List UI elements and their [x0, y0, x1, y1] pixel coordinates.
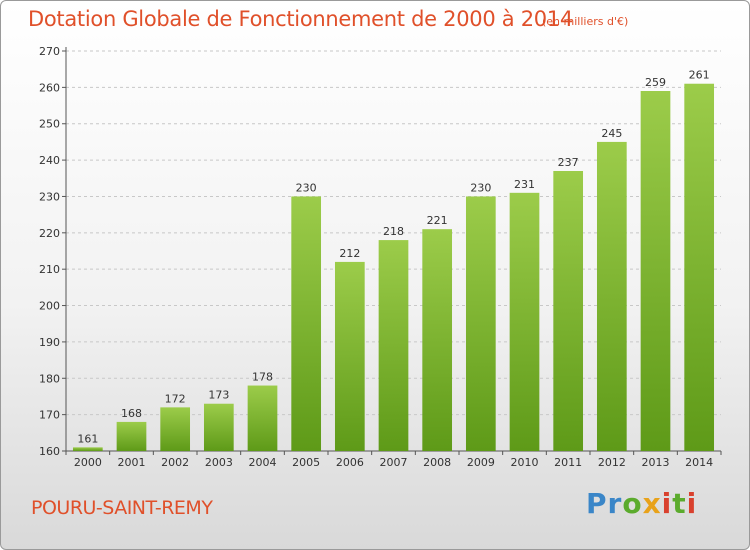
value-label-2007: 218 [383, 225, 404, 238]
value-label-2011: 237 [558, 156, 579, 169]
x-tick-label-2001: 2001 [118, 456, 146, 469]
bar-2003 [203, 403, 234, 451]
y-tick-label: 170 [39, 409, 60, 422]
value-label-2008: 221 [427, 214, 448, 227]
value-label-2013: 259 [645, 76, 666, 89]
value-labels: 161 168 172 173 178 230 212 218 221 230 231 237 245 2… [77, 69, 709, 446]
y-tick-label: 220 [39, 227, 60, 240]
y-tick-label: 270 [39, 45, 60, 58]
value-label-2006: 212 [339, 247, 360, 260]
value-label-2001: 168 [121, 407, 142, 420]
chart-subtitle: (en milliers d'€) [542, 15, 629, 28]
x-tick-label-2009: 2009 [467, 456, 495, 469]
axes: 160 170 180 190 200 210 220 230 240 250 260 270 2000… [39, 45, 722, 469]
bar-2014 [684, 83, 715, 452]
value-label-2012: 245 [601, 127, 622, 140]
chart-title: Dotation Globale de Fonctionnement de 20… [28, 7, 573, 31]
bar-2006 [334, 261, 365, 451]
bar-2009 [465, 196, 496, 451]
x-tick-label-2010: 2010 [511, 456, 539, 469]
value-label-2005: 230 [296, 181, 317, 194]
bar-2008 [422, 229, 453, 451]
value-label-2000: 161 [77, 432, 98, 445]
x-tick-label-2005: 2005 [292, 456, 320, 469]
x-tick-label-2012: 2012 [598, 456, 626, 469]
commune-name: POURU-SAINT-REMY [31, 497, 213, 519]
x-tick-label-2000: 2000 [74, 456, 102, 469]
bar-2007 [378, 240, 409, 451]
bar-2004 [247, 385, 278, 451]
bar-2013 [640, 91, 671, 451]
x-tick-label-2007: 2007 [380, 456, 408, 469]
bar-2002 [160, 407, 191, 451]
y-tick-label: 210 [39, 263, 60, 276]
value-label-2010: 231 [514, 178, 535, 191]
value-label-2014: 261 [689, 69, 710, 82]
y-tick-label: 200 [39, 300, 60, 313]
value-label-2009: 230 [470, 181, 491, 194]
bar-2000 [72, 447, 103, 451]
value-label-2002: 172 [165, 392, 186, 405]
y-tick-label: 260 [39, 81, 60, 94]
y-tick-label: 160 [39, 445, 60, 458]
bars [72, 83, 715, 452]
x-tick-label-2011: 2011 [554, 456, 582, 469]
x-tick-label-2008: 2008 [423, 456, 451, 469]
bar-2010 [509, 192, 540, 451]
y-tick-label: 240 [39, 154, 60, 167]
bar-2011 [553, 171, 584, 451]
x-tick-label-2003: 2003 [205, 456, 233, 469]
y-tick-label: 190 [39, 336, 60, 349]
x-tick-label-2006: 2006 [336, 456, 364, 469]
y-tick-label: 180 [39, 372, 60, 385]
y-tick-label: 250 [39, 118, 60, 131]
proxiti-logo: Proxiti [586, 487, 698, 520]
x-tick-label-2014: 2014 [685, 456, 713, 469]
x-tick-label-2004: 2004 [249, 456, 277, 469]
value-label-2003: 173 [208, 389, 229, 402]
x-tick-label-2002: 2002 [161, 456, 189, 469]
x-tick-label-2013: 2013 [642, 456, 670, 469]
value-label-2004: 178 [252, 371, 273, 384]
bar-2012 [596, 141, 627, 451]
y-tick-label: 230 [39, 190, 60, 203]
bar-2001 [116, 421, 147, 451]
bar-2005 [291, 196, 322, 451]
